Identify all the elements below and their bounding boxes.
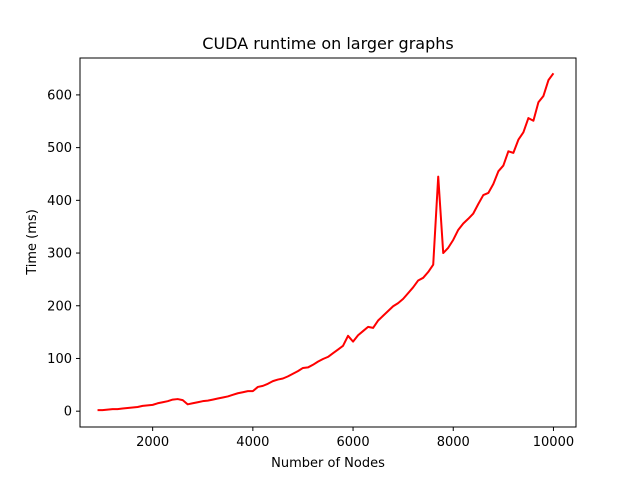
x-tick-label: 8000: [437, 435, 470, 450]
y-axis-label: Time (ms): [25, 209, 40, 276]
plot-frame: [79, 57, 577, 428]
y-tick-label: 600: [47, 88, 72, 103]
x-tick-label: 10000: [533, 435, 574, 450]
y-axis: 0 100 200 300 400 500 600: [47, 88, 80, 420]
y-tick-label: 400: [47, 194, 72, 209]
x-axis-label: Number of Nodes: [271, 456, 385, 471]
y-tick-label: 300: [47, 247, 72, 262]
y-tick-label: 500: [47, 141, 72, 156]
plot-area: [97, 72, 555, 412]
x-tick-label: 4000: [236, 435, 269, 450]
chart-title: CUDA runtime on larger graphs: [202, 34, 453, 53]
y-tick-label: 200: [47, 299, 72, 314]
x-tick-label: 2000: [136, 435, 169, 450]
x-tick-label: 6000: [337, 435, 370, 450]
series-line-0: [97, 72, 555, 412]
y-tick-label: 100: [47, 352, 72, 367]
x-axis: 2000 4000 6000 8000 10000: [136, 427, 574, 450]
y-tick-label: 0: [64, 405, 72, 420]
